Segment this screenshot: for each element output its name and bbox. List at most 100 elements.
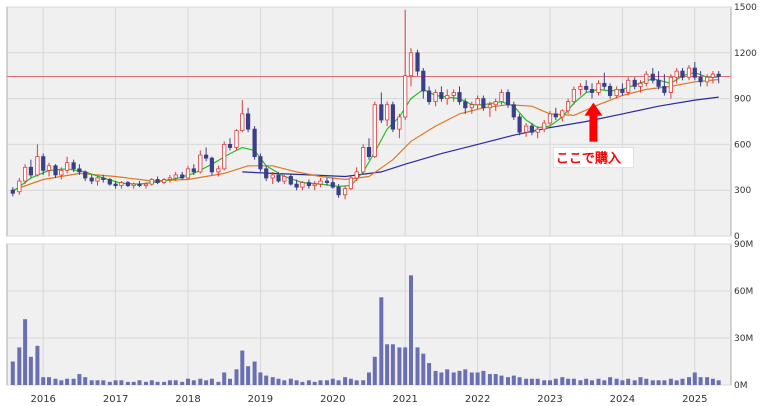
volume-bar	[578, 380, 583, 385]
price-plot-area	[6, 6, 732, 237]
candle-body	[553, 113, 558, 118]
candle-body	[475, 98, 480, 106]
volume-bar	[173, 380, 178, 385]
candle-body	[632, 79, 637, 87]
volume-bar	[710, 378, 715, 385]
volume-bar	[535, 378, 540, 385]
x-tick-label: 2025	[682, 394, 707, 405]
volume-bar	[28, 356, 33, 385]
volume-bar	[10, 361, 15, 385]
volume-bar	[312, 381, 317, 385]
volume-bar	[336, 380, 341, 385]
candle-body	[258, 156, 263, 170]
volume-panel: 90M 60M 30M 0M	[6, 240, 753, 391]
x-tick-label: 2022	[465, 394, 490, 405]
candle-body	[584, 85, 589, 90]
volume-bar	[282, 380, 287, 385]
volume-bar	[668, 378, 673, 385]
candle-body	[180, 174, 185, 179]
volume-bar	[107, 381, 112, 385]
volume-bar	[385, 344, 390, 385]
volume-bar	[348, 378, 353, 385]
volume-bar	[198, 378, 203, 385]
volume-bar	[46, 377, 51, 385]
candle-body	[397, 116, 402, 130]
candle-body	[596, 82, 601, 93]
candle-body	[403, 75, 408, 118]
candle-body	[566, 101, 571, 112]
candle-body	[607, 85, 613, 96]
candle-body	[493, 101, 498, 106]
volume-bar	[222, 372, 227, 385]
volume-bar	[35, 345, 40, 385]
volume-bar	[524, 378, 529, 385]
candle-body	[222, 143, 227, 170]
price-y-tick-label: 0	[734, 232, 740, 242]
volume-bar	[167, 380, 172, 385]
candle-body	[336, 186, 341, 196]
volume-bar	[318, 380, 323, 385]
x-tick-label: 2016	[30, 394, 55, 405]
volume-bar	[451, 372, 456, 385]
volume-bar	[457, 370, 462, 385]
candle-body	[216, 168, 221, 173]
x-tick-label: 2020	[320, 394, 345, 405]
candle-body	[426, 90, 432, 103]
volume-bar	[252, 361, 257, 385]
volume-bar	[716, 380, 721, 385]
volume-bar	[71, 378, 76, 385]
volume-bar	[397, 347, 402, 385]
volume-bar	[529, 378, 534, 385]
candle-body	[529, 125, 535, 133]
volume-bar	[276, 378, 281, 385]
candle-body	[372, 104, 377, 158]
volume-bar	[421, 353, 426, 385]
volume-bar	[361, 380, 366, 385]
candle-body	[415, 52, 420, 72]
candle-body	[270, 174, 275, 179]
volume-bar	[692, 372, 697, 385]
candle-body	[680, 70, 685, 78]
volume-bar	[113, 380, 118, 385]
candle-body	[384, 104, 390, 121]
volume-bar	[209, 378, 214, 385]
volume-bar	[65, 378, 70, 385]
volume-bar	[698, 377, 703, 385]
volume-bar	[131, 381, 136, 385]
candle-body	[288, 176, 293, 185]
candle-body	[656, 79, 661, 87]
volume-bar	[445, 369, 450, 385]
candle-body	[300, 182, 305, 188]
annotation-label: ここで購入	[556, 151, 621, 167]
volume-bar	[427, 363, 432, 385]
candle-body	[119, 182, 124, 187]
candle-body	[481, 98, 486, 109]
volume-bar	[602, 380, 607, 385]
volume-bar	[343, 377, 348, 385]
volume-bar	[674, 380, 679, 385]
candle-body	[276, 174, 281, 182]
candle-body	[354, 171, 359, 179]
candle-body	[28, 166, 33, 176]
volume-bar	[469, 372, 474, 385]
candle-body	[716, 73, 721, 77]
x-axis: 2016 2017 2018 2019 2020 2021 2022 2023 2024 2025	[30, 394, 707, 405]
volume-bar	[705, 377, 710, 385]
volume-bar	[463, 369, 468, 385]
volume-bar	[493, 374, 498, 385]
candle-body	[125, 182, 131, 187]
volume-bar	[95, 380, 100, 385]
candle-body	[343, 188, 348, 196]
candle-body	[191, 168, 196, 173]
x-tick-label: 2017	[103, 394, 128, 405]
candle-body	[589, 89, 595, 93]
candle-body	[650, 73, 655, 81]
volume-bar	[650, 380, 655, 385]
price-y-tick-label: 600	[734, 140, 751, 150]
volume-bar	[89, 380, 94, 385]
candle-body	[421, 70, 426, 92]
price-y-tick-label: 300	[734, 186, 751, 196]
volume-bar	[475, 372, 480, 385]
candle-body	[348, 177, 354, 190]
candle-body	[167, 177, 172, 180]
